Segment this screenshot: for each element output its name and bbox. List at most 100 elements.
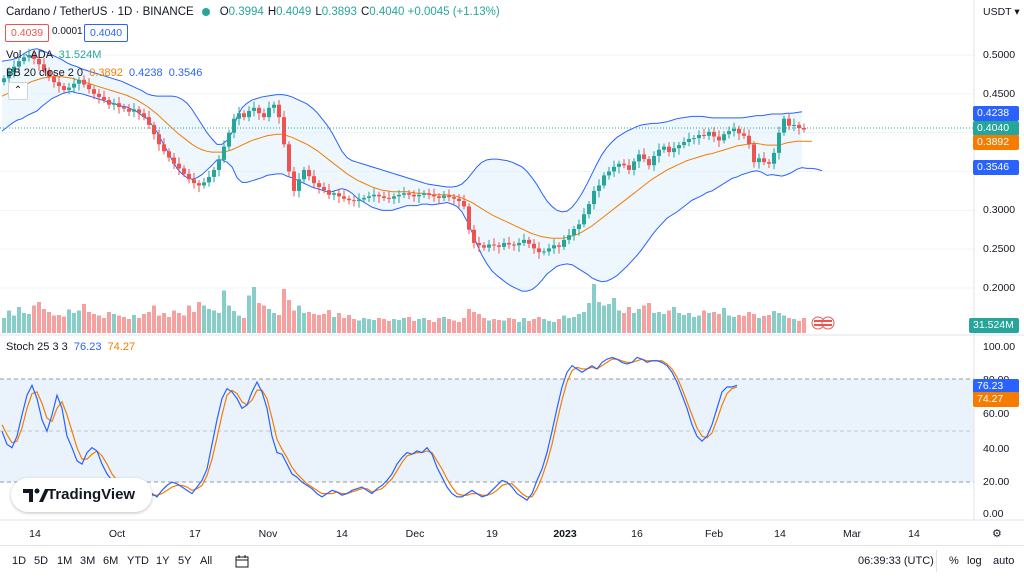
candle — [522, 239, 526, 243]
volume-bar — [432, 322, 436, 333]
candle — [392, 196, 396, 199]
volume-bar — [212, 310, 216, 333]
candle — [762, 158, 766, 163]
volume-bar — [347, 315, 351, 333]
candle — [147, 117, 151, 125]
candle — [177, 163, 181, 169]
candle — [352, 200, 356, 202]
volume-bar — [682, 315, 686, 333]
symbol-title[interactable]: Cardano / TetherUS · 1D · BINANCE — [6, 6, 194, 18]
candle — [422, 193, 426, 195]
sell-button[interactable]: 0.4039 — [5, 24, 50, 42]
axis-settings-icon[interactable]: ⚙ — [992, 528, 1002, 540]
candle — [562, 239, 566, 247]
volume-bar — [412, 321, 416, 333]
stoch-legend[interactable]: Stoch 25 3 3 76.23 74.27 — [6, 341, 136, 353]
candle — [782, 118, 786, 133]
percent-toggle[interactable]: % — [949, 555, 959, 567]
volume-bar — [567, 318, 571, 333]
tradingview-logo[interactable]: TradingView — [11, 478, 152, 512]
volume-bar — [107, 312, 111, 333]
timeframe-5d[interactable]: 5D — [34, 555, 49, 567]
volume-bar — [507, 318, 511, 333]
volume-bar — [322, 314, 326, 333]
volume-bar — [447, 319, 451, 333]
candle — [347, 198, 351, 201]
candle — [167, 151, 171, 158]
candle — [127, 108, 131, 112]
candle — [257, 107, 261, 114]
timeframe-6m[interactable]: 6M — [103, 555, 119, 567]
collapse-legend-icon[interactable]: ⌃ — [8, 82, 28, 100]
candle — [582, 214, 586, 225]
candle — [412, 194, 416, 197]
volume-bar — [132, 315, 136, 333]
volume-bar — [702, 310, 706, 333]
timeframe-ytd[interactable]: YTD — [127, 555, 149, 567]
volume-bar — [747, 312, 751, 333]
buy-button[interactable]: 0.4040 — [84, 24, 129, 42]
timeframe-1d[interactable]: 1D — [12, 555, 27, 567]
volume-bar — [202, 305, 206, 333]
volume-bar — [657, 312, 661, 333]
candle — [362, 197, 366, 200]
candle — [592, 190, 596, 205]
candle — [657, 149, 661, 156]
currency-selector[interactable]: USDT ▾ — [983, 6, 1020, 18]
chart-canvas[interactable] — [0, 0, 1024, 546]
volume-bar — [477, 314, 481, 333]
log-toggle[interactable]: log — [967, 555, 982, 567]
volume-bar — [222, 290, 226, 333]
volume-bar — [437, 318, 441, 333]
volume-bar — [157, 315, 161, 333]
candle — [17, 61, 21, 67]
volume-tag: 31.524M — [969, 318, 1019, 333]
volume-bar — [232, 311, 236, 333]
volume-bar — [727, 315, 731, 333]
candle — [292, 171, 296, 191]
candle — [612, 166, 616, 172]
candle — [652, 155, 656, 166]
volume-bar — [402, 318, 406, 333]
candle — [42, 64, 46, 71]
candles — [2, 48, 806, 259]
volume-bar — [122, 317, 126, 333]
clock[interactable]: 06:39:33 (UTC) — [858, 555, 934, 567]
timeframe-5y[interactable]: 5Y — [178, 555, 192, 567]
timeframe-all[interactable]: All — [200, 555, 213, 567]
volume-bar — [352, 319, 356, 333]
time-tick: 16 — [631, 528, 643, 540]
candle — [787, 118, 791, 126]
timeframe-3m[interactable]: 3M — [80, 555, 96, 567]
candle — [322, 187, 326, 191]
volume-bar — [472, 312, 476, 333]
candle — [767, 162, 771, 164]
bb-legend[interactable]: BB 20 close 2 0 0.3892 0.4238 0.3546 — [6, 67, 203, 79]
candle — [312, 176, 316, 184]
volume-bar — [177, 313, 181, 333]
volume-bar — [527, 321, 531, 333]
candle — [777, 132, 781, 153]
volume-bar — [277, 315, 281, 333]
volume-bar — [17, 307, 21, 333]
event-flag-icon[interactable] — [811, 316, 835, 330]
candle — [67, 87, 71, 90]
volume-bar — [97, 315, 101, 333]
volume-bar — [307, 312, 311, 333]
market-status-icon — [201, 7, 210, 16]
candle — [267, 107, 271, 118]
timeframe-1y[interactable]: 1Y — [156, 555, 170, 567]
volume-bar — [582, 312, 586, 333]
candle — [237, 113, 241, 119]
volume-legend[interactable]: Vol · ADA 31.524M — [6, 49, 102, 61]
calendar-icon[interactable] — [235, 554, 249, 568]
time-tick: 14 — [29, 528, 41, 540]
candle — [447, 195, 451, 198]
auto-toggle[interactable]: auto — [993, 555, 1015, 567]
time-tick: Mar — [842, 528, 862, 540]
last-price-tag: 0.4040 — [973, 121, 1019, 136]
volume-bar — [547, 321, 551, 333]
volume-bar — [387, 321, 391, 333]
timeframe-1m[interactable]: 1M — [57, 555, 73, 567]
candle — [802, 128, 806, 130]
